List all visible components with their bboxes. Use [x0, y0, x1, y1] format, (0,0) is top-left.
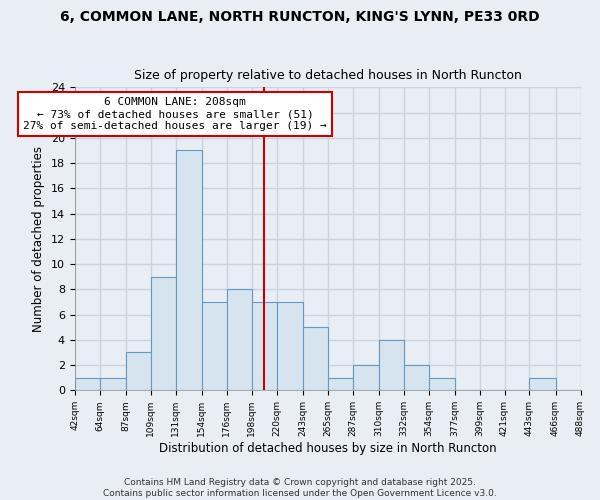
Bar [428, 378, 455, 390]
Bar [251, 302, 277, 390]
Bar [328, 378, 353, 390]
Bar [529, 378, 556, 390]
Text: 6 COMMON LANE: 208sqm
← 73% of detached houses are smaller (51)
27% of semi-deta: 6 COMMON LANE: 208sqm ← 73% of detached … [23, 98, 327, 130]
Bar [176, 150, 202, 390]
Bar [202, 302, 227, 390]
Bar [404, 365, 428, 390]
Text: Contains HM Land Registry data © Crown copyright and database right 2025.
Contai: Contains HM Land Registry data © Crown c… [103, 478, 497, 498]
Bar [277, 302, 302, 390]
X-axis label: Distribution of detached houses by size in North Runcton: Distribution of detached houses by size … [159, 442, 496, 455]
Text: 6, COMMON LANE, NORTH RUNCTON, KING'S LYNN, PE33 0RD: 6, COMMON LANE, NORTH RUNCTON, KING'S LY… [60, 10, 540, 24]
Bar [302, 327, 328, 390]
Bar [125, 352, 151, 391]
Bar [74, 378, 100, 390]
Bar [379, 340, 404, 390]
Bar [151, 276, 176, 390]
Bar [227, 290, 251, 390]
Y-axis label: Number of detached properties: Number of detached properties [32, 146, 45, 332]
Bar [100, 378, 125, 390]
Title: Size of property relative to detached houses in North Runcton: Size of property relative to detached ho… [134, 69, 521, 82]
Bar [353, 365, 379, 390]
